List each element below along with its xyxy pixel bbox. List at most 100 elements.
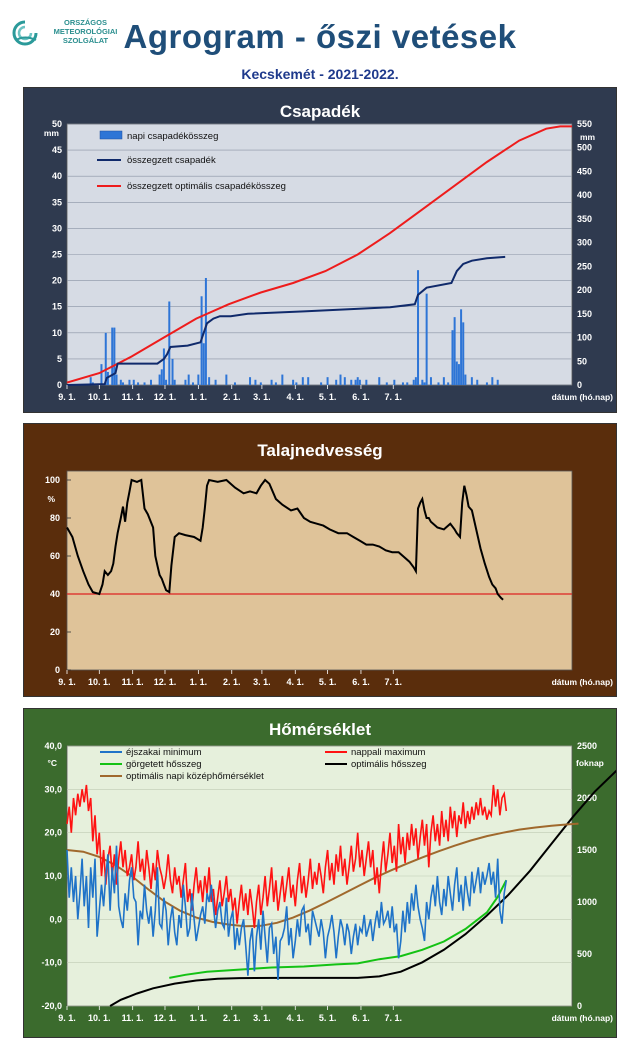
y-tick-label-right: 200: [577, 285, 592, 295]
legend-label: napi csapadékösszeg: [127, 131, 218, 142]
y-tick-label-left: 20,0: [44, 828, 62, 838]
y-tick-label-right: 150: [577, 309, 592, 319]
legend-swatch-daily: [99, 130, 123, 140]
precip-bar: [429, 377, 432, 385]
precip-bar: [104, 332, 107, 385]
y-tick-label-left: 25: [52, 250, 62, 260]
precip-bar: [343, 377, 346, 385]
precip-bar: [295, 382, 298, 385]
temperature-chart: Hőmérséklet -20,0 -10,0 0,0 10,0 20,0 30,0 40,0…: [24, 709, 628, 1037]
y-tick-label-right: 400: [577, 190, 592, 200]
precip-bar: [113, 327, 116, 385]
precip-bar: [254, 379, 257, 385]
precip-bar: [202, 343, 205, 385]
x-tick-label: 3. 1.: [253, 1013, 271, 1023]
precip-bar: [447, 382, 450, 385]
x-tick-label: 5. 1.: [319, 1013, 337, 1023]
precip-bar: [100, 364, 103, 385]
x-axis-label: dátum (hó.nap): [552, 677, 614, 687]
x-tick-label: 10. 1.: [88, 392, 111, 402]
precip-bar: [301, 377, 304, 385]
soil-moisture-chart: Talajnedvesség 0 20 40 60 80 100% 9. 1. 10. 1. 11…: [24, 424, 616, 696]
precip-bar: [401, 382, 404, 385]
temperature-panel: Hőmérséklet -20,0 -10,0 0,0 10,0 20,0 30,0 40,0…: [23, 708, 628, 1038]
x-tick-label: 2. 1.: [223, 677, 241, 687]
y-tick-label-left: 30,0: [44, 784, 62, 794]
precip-bar: [165, 379, 168, 385]
y-tick-label-right: 550: [577, 119, 592, 129]
precip-bar: [270, 379, 273, 385]
y-tick-label-left: 0: [57, 380, 62, 390]
y-tick-label-right: 2500: [577, 741, 597, 751]
x-tick-label: 10. 1.: [88, 1013, 111, 1023]
precipitation-panel: Csapadék 0 5 10 15 20 25 30 35 40 45 50 0 50 100 150 200…: [23, 87, 617, 413]
y-tick-label: 20: [50, 627, 60, 637]
precip-bar: [225, 374, 228, 385]
y-tick-label-right: 450: [577, 166, 592, 176]
x-tick-label: 11. 1.: [122, 677, 144, 687]
precip-bar: [496, 379, 499, 385]
precip-bar: [442, 377, 445, 385]
y-tick-label-left: -20,0: [41, 1001, 62, 1011]
y-tick-label-right: 2000: [577, 793, 597, 803]
y-tick-label-right: 250: [577, 261, 592, 271]
precip-bar: [356, 377, 359, 385]
precip-bar: [491, 377, 494, 385]
x-tick-label: 3. 1.: [253, 392, 271, 402]
org-line: METEOROLÓGIAI: [53, 27, 118, 36]
precip-bar: [464, 374, 467, 385]
precip-bar: [158, 374, 161, 385]
x-tick-label: 4. 1.: [287, 392, 305, 402]
x-tick-label: 11. 1.: [122, 392, 144, 402]
precip-bar: [350, 379, 353, 385]
precip-bar: [259, 382, 262, 385]
x-tick-label: 12. 1.: [154, 677, 177, 687]
y-tick-label-left: 0,0: [49, 914, 62, 924]
y-tick-label: 100: [45, 475, 60, 485]
x-axis-label: dátum (hó.nap): [552, 392, 614, 402]
omsz-logo: ORSZÁGOS METEOROLÓGIAI SZOLGÁLAT: [10, 18, 120, 58]
precip-bar: [462, 322, 465, 385]
y-tick-label: 40: [50, 589, 60, 599]
precip-bar: [460, 309, 463, 385]
precip-bar: [281, 374, 284, 385]
y-tick-label-right: 500: [577, 949, 592, 959]
precipitation-chart: Csapadék05101520253035404550050100150200…: [24, 88, 616, 412]
y-tick-label-left: 30: [52, 223, 62, 233]
precip-bar: [326, 377, 329, 385]
y-tick-label-left: 15: [52, 302, 62, 312]
precip-bar: [128, 379, 131, 385]
precip-bar: [393, 379, 396, 385]
chart-title: Csapadék: [280, 102, 361, 121]
precip-bar: [191, 382, 194, 385]
y-tick-label: 0: [55, 665, 60, 675]
precip-bar: [414, 377, 417, 385]
precip-bar: [320, 382, 323, 385]
precip-bar: [274, 382, 277, 385]
legend-label: nappali maximum: [351, 747, 426, 758]
y-tick-label-right: 300: [577, 238, 592, 248]
optimal-heat-sum-line: [109, 761, 628, 1007]
precip-bar: [378, 377, 381, 385]
precip-bar: [137, 382, 140, 385]
y-tick-label-right: 500: [577, 143, 592, 153]
precip-bar: [249, 377, 252, 385]
x-tick-label: 4. 1.: [287, 677, 305, 687]
soil-moisture-panel: Talajnedvesség 0 20 40 60 80 100% 9. 1. 10. 1. 11…: [23, 423, 617, 697]
y-tick-label-right: 350: [577, 214, 592, 224]
x-tick-label: 7. 1.: [385, 392, 403, 402]
precip-bar: [437, 382, 440, 385]
precip-bar: [143, 382, 146, 385]
y-tick-label-right: 0: [577, 380, 582, 390]
y-tick-label-right: 0: [577, 1001, 582, 1011]
precip-bar: [208, 377, 211, 385]
precip-bar: [106, 371, 109, 385]
y-tick-label-left: 35: [52, 197, 62, 207]
y-tick-label-left: -10,0: [41, 958, 62, 968]
y-tick-label-left: 10,0: [44, 871, 62, 881]
org-line: SZOLGÁLAT: [62, 36, 109, 45]
optimal-mean-temp-line: [66, 822, 579, 928]
omsz-logo-text: ORSZÁGOS METEOROLÓGIAI SZOLGÁLAT: [48, 18, 123, 45]
cum-optimal-precip-line: [66, 125, 572, 384]
x-tick-label: 3. 1.: [253, 677, 271, 687]
